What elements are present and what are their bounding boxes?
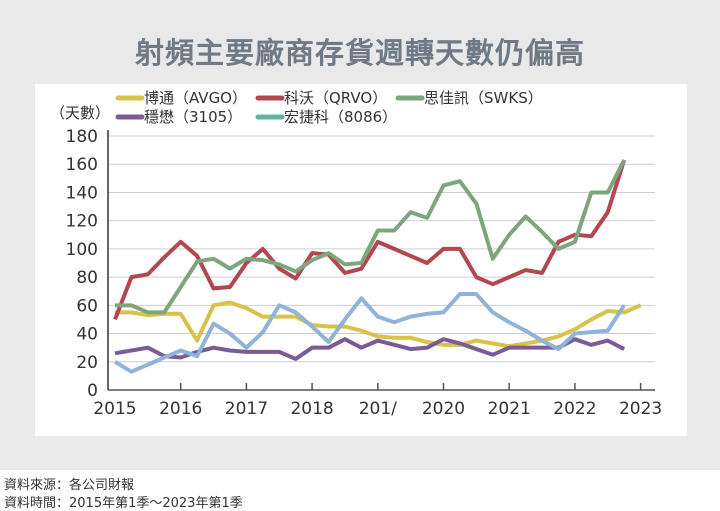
x-tick-label: 2022 <box>553 399 596 419</box>
legend-label: 穩懋（3105） <box>144 108 242 126</box>
y-tick-label: 100 <box>66 240 98 260</box>
x-tick-label: 2017 <box>225 399 268 419</box>
page-title: 射頻主要廠商存貨週轉天數仍偏高 <box>134 36 585 70</box>
y-tick-label: 160 <box>66 155 98 175</box>
legend-label: 科沃（QRVO） <box>284 89 387 107</box>
y-tick-label: 60 <box>76 296 98 316</box>
legend-label: 思佳訊（SWKS） <box>424 89 543 107</box>
legend-label: 博通（AVGO） <box>144 89 247 107</box>
x-tick-label: 2015 <box>93 399 136 419</box>
x-tick-label: 2016 <box>159 399 202 419</box>
y-tick-label: 0 <box>87 381 98 401</box>
line-chart: 0 20 40 60 80 100 120 140 160 180 2015 2016 2017 2018… <box>50 89 662 419</box>
y-tick-label: 20 <box>76 353 98 373</box>
y-tick-label: 140 <box>66 183 98 203</box>
period-note: 資料時間：2015年第1季～2023年第1季 <box>4 496 243 511</box>
x-tick-label: 2021 <box>488 399 531 419</box>
x-tick-label: 201/ <box>359 399 397 419</box>
series-line-2 <box>115 159 626 315</box>
x-tick-label: 2018 <box>290 399 333 419</box>
series-line-4 <box>113 292 626 374</box>
y-tick-label: 80 <box>76 268 98 288</box>
y-tick-label: 40 <box>76 325 98 345</box>
legend-label: 宏捷科（8086） <box>284 108 397 126</box>
y-tick-label: 120 <box>66 212 98 232</box>
y-tick-label: 180 <box>66 127 98 147</box>
source-note: 資料來源：各公司財報 <box>4 478 135 493</box>
x-tick-label: 2023 <box>619 399 662 419</box>
x-tick-label: 2020 <box>422 399 465 419</box>
y-axis-label: （天數） <box>50 104 110 122</box>
